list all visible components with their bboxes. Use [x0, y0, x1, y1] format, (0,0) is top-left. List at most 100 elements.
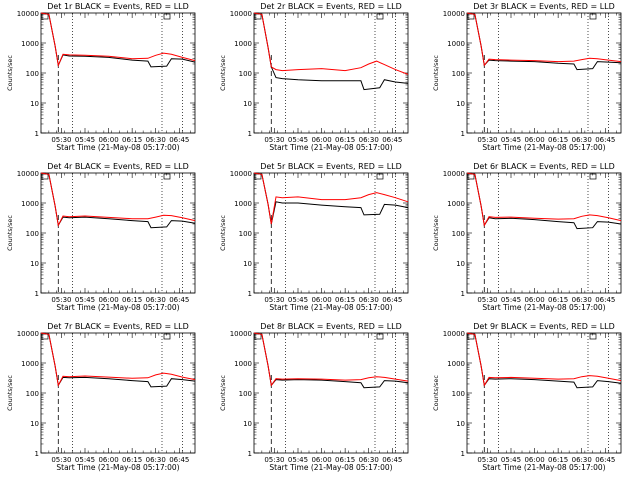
panel-title: Det 8r BLACK = Events, RED = LLD	[260, 322, 402, 331]
x-tick-label: 05:45	[288, 456, 308, 464]
series-line-lld	[40, 332, 196, 387]
x-tick-label: 06:00	[311, 296, 331, 304]
series-line-lld	[253, 332, 409, 387]
x-axis-label: Start Time (21-May-08 05:17:00)	[269, 143, 392, 152]
y-tick-label: 1	[35, 290, 39, 298]
x-tick-label: 05:30	[477, 456, 497, 464]
x-tick-label: 06:30	[146, 456, 166, 464]
x-tick-label: 05:45	[288, 296, 308, 304]
y-tick-label: 10	[30, 260, 39, 268]
plot-frame	[466, 12, 622, 134]
x-tick-label: 06:30	[359, 296, 379, 304]
series-line-lld	[466, 172, 622, 227]
detector-panel-3: Det 3r BLACK = Events, RED = LLD 1 10 100 10…	[432, 2, 622, 152]
corner-marker	[467, 173, 475, 180]
x-tick-label: 05:30	[51, 136, 71, 144]
y-tick-label: 1000	[21, 200, 39, 208]
y-tick-label: 100	[452, 390, 465, 398]
series-line-events	[253, 172, 409, 225]
corner-marker	[254, 13, 262, 20]
x-tick-label: 06:30	[572, 456, 592, 464]
x-axis-label: Start Time (21-May-08 05:17:00)	[56, 143, 179, 152]
detector-panel-2: Det 2r BLACK = Events, RED = LLD 1 10 100 10…	[219, 2, 409, 152]
detector-panel-1: Det 1r BLACK = Events, RED = LLD 1 10 100 10…	[6, 2, 196, 152]
y-tick-label: 1000	[234, 360, 252, 368]
x-tick-label: 06:15	[335, 456, 355, 464]
x-axis-label: Start Time (21-May-08 05:17:00)	[269, 303, 392, 312]
corner-marker	[163, 13, 171, 20]
x-tick-label: 06:45	[169, 296, 189, 304]
y-tick-label: 10	[456, 100, 465, 108]
y-tick-label: 10	[243, 100, 252, 108]
x-tick-label: 05:45	[501, 296, 521, 304]
plot-frame	[466, 172, 622, 294]
y-tick-label: 100	[452, 70, 465, 78]
panel-title: Det 4r BLACK = Events, RED = LLD	[47, 162, 189, 171]
y-tick-label: 1000	[21, 360, 39, 368]
panel-title: Det 5r BLACK = Events, RED = LLD	[260, 162, 402, 171]
y-axis-label: Counts/sec	[6, 215, 14, 251]
detector-panel-8: Det 8r BLACK = Events, RED = LLD 1 10 100 10…	[219, 322, 409, 472]
y-tick-label: 10	[456, 260, 465, 268]
x-tick-label: 05:30	[51, 456, 71, 464]
y-axis-label: Counts/sec	[219, 215, 227, 251]
y-tick-label: 100	[26, 70, 39, 78]
x-tick-label: 06:15	[548, 296, 568, 304]
corner-marker	[41, 13, 49, 20]
y-tick-label: 1	[35, 130, 39, 138]
corner-marker	[254, 333, 262, 340]
y-tick-label: 100	[239, 390, 252, 398]
series-line-events	[253, 12, 409, 91]
x-tick-label: 06:45	[382, 136, 402, 144]
y-axis-label: Counts/sec	[219, 55, 227, 91]
x-tick-label: 05:30	[264, 296, 284, 304]
series-line-events	[466, 172, 622, 230]
y-tick-label: 1000	[234, 200, 252, 208]
x-tick-label: 06:00	[524, 456, 544, 464]
x-tick-label: 05:30	[264, 456, 284, 464]
x-tick-label: 06:30	[146, 296, 166, 304]
panel-title: Det 9r BLACK = Events, RED = LLD	[473, 322, 615, 331]
y-tick-label: 10000	[443, 10, 465, 18]
corner-marker	[376, 173, 384, 180]
y-tick-label: 1	[248, 130, 252, 138]
x-tick-label: 05:45	[75, 296, 95, 304]
x-tick-label: 06:15	[335, 296, 355, 304]
detector-panel-6: Det 6r BLACK = Events, RED = LLD 1 10 100 10…	[432, 162, 622, 312]
corner-marker	[589, 173, 597, 180]
detector-panel-9: Det 9r BLACK = Events, RED = LLD 1 10 100 10…	[432, 322, 622, 472]
x-tick-label: 05:45	[75, 456, 95, 464]
y-axis-label: Counts/sec	[432, 215, 440, 251]
x-tick-label: 06:30	[572, 136, 592, 144]
corner-marker	[376, 13, 384, 20]
x-tick-label: 05:30	[51, 296, 71, 304]
corner-marker	[467, 13, 475, 20]
panel-title: Det 2r BLACK = Events, RED = LLD	[260, 2, 402, 11]
x-axis-label: Start Time (21-May-08 05:17:00)	[482, 303, 605, 312]
series-line-lld	[466, 332, 622, 387]
plot-frame	[40, 12, 196, 134]
x-tick-label: 06:45	[169, 136, 189, 144]
y-tick-label: 10000	[17, 330, 39, 338]
series-line-lld	[40, 172, 196, 227]
detector-panel-5: Det 5r BLACK = Events, RED = LLD 1 10 100 10…	[219, 162, 409, 312]
y-tick-label: 10000	[17, 170, 39, 178]
x-tick-label: 06:45	[595, 456, 615, 464]
x-tick-label: 06:15	[122, 136, 142, 144]
y-axis-label: Counts/sec	[432, 375, 440, 411]
y-tick-label: 100	[239, 70, 252, 78]
y-tick-label: 10000	[443, 170, 465, 178]
x-tick-label: 06:15	[548, 456, 568, 464]
plot-frame	[40, 332, 196, 454]
x-tick-label: 05:45	[501, 136, 521, 144]
x-axis-label: Start Time (21-May-08 05:17:00)	[56, 463, 179, 472]
y-tick-label: 10	[30, 100, 39, 108]
y-axis-label: Counts/sec	[432, 55, 440, 91]
y-axis-label: Counts/sec	[6, 375, 14, 411]
corner-marker	[41, 333, 49, 340]
corner-marker	[163, 333, 171, 340]
y-tick-label: 1000	[447, 360, 465, 368]
panel-title: Det 3r BLACK = Events, RED = LLD	[473, 2, 615, 11]
x-tick-label: 06:45	[382, 456, 402, 464]
y-tick-label: 1000	[447, 40, 465, 48]
